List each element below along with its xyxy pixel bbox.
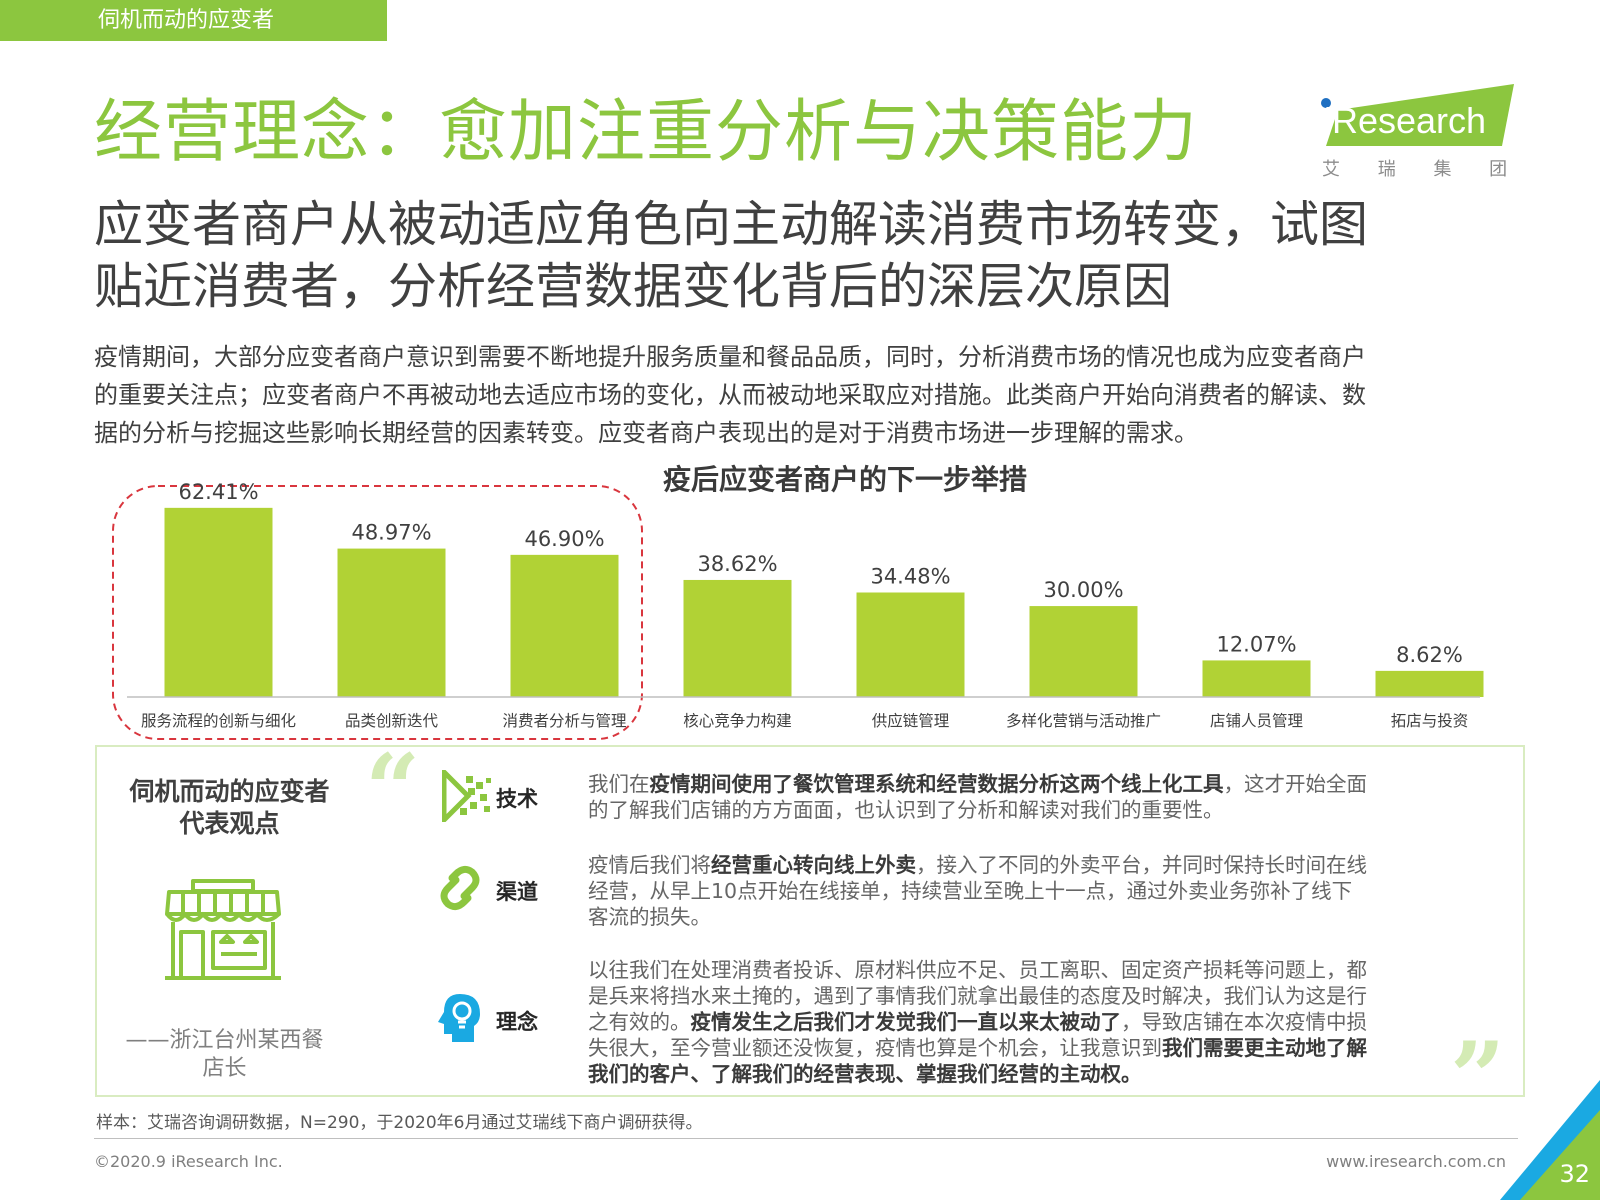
category-tick-label: 多样化营销与活动推广 (1006, 712, 1161, 730)
quote-run: 疫情后我们将 (588, 853, 711, 877)
logo-chinese: 艾 瑞 集 团 (1322, 159, 1518, 180)
quote-run: 经营，从早上10点开始在线接单，持续营业至晚上十一点，通过外卖业务弥补了线下 (588, 879, 1353, 903)
channel-link-icon (440, 865, 480, 911)
quote-line: 是兵来将挡水来土掩的，遇到了事情我们就拿出最佳的态度及时解决，我们认为这是行 (588, 983, 1468, 1009)
category-label: 技术 (496, 787, 538, 811)
category-tick-label: 核心竞争力构建 (683, 712, 792, 730)
quote-paragraph: 我们在疫情期间使用了餐饮管理系统和经营数据分析这两个线上化工具，这才开始全面 的了… (588, 771, 1468, 823)
quote-paragraph: 疫情后我们将经营重心转向线上外卖，接入了不同的外卖平台，并同时保持长时间在线 经营… (588, 852, 1468, 930)
chart-bar (1375, 670, 1484, 697)
quote-line: 经营，从早上10点开始在线接单，持续营业至晚上十一点，通过外卖业务弥补了线下 (588, 878, 1468, 904)
subtitle: 应变者商户从被动适应角色向主动解读消费市场转变，试图 贴近消费者，分析经营数据变… (94, 194, 1514, 318)
category-label: 渠道 (496, 880, 538, 904)
panel-heading-line: 伺机而动的应变者 (129, 777, 330, 806)
data-label: 34.48% (870, 564, 950, 588)
quote-emphasis: 我们需要更主动地了解 (1162, 1036, 1367, 1060)
subtitle-line: 贴近消费者，分析经营数据变化背后的深层次原因 (94, 258, 1173, 315)
quote-line: 我们的客户、了解我们的经营表现、掌握我们经营的主动权。 (588, 1061, 1468, 1087)
category-label: 理念 (496, 1010, 538, 1034)
chart-bar (337, 548, 446, 697)
attribution-line: ——浙江台州某西餐 (125, 1028, 324, 1053)
category-tick-label: 品类创新迭代 (345, 712, 439, 730)
page-number: 32 (1559, 1160, 1590, 1188)
chart-bar (1029, 606, 1138, 697)
quote-panel (95, 745, 1525, 1097)
data-label: 48.97% (351, 521, 431, 545)
quote-emphasis: 疫情期间使用了餐饮管理系统和经营数据分析这两个线上化工具 (649, 772, 1224, 796)
body-line: 据的分析与挖掘这些影响长期经营的因素转变。应变者商户表现出的是对于消费市场进一步… (94, 419, 1198, 447)
quote-run: 我们在 (588, 772, 650, 796)
body-line: 的重要关注点；应变者商户不再被动地去适应市场的变化，从而被动地采取应对措施。此类… (94, 381, 1366, 409)
data-label: 62.41% (178, 480, 258, 504)
page-title: 经营理念：愈加注重分析与决策能力 (94, 93, 1199, 172)
idea-head-icon (438, 994, 480, 1042)
chart-title: 疫后应变者商户的下一步举措 (662, 463, 1027, 496)
quote-run: ，接入了不同的外卖平台，并同时保持长时间在线 (916, 853, 1367, 877)
technology-icon (442, 770, 491, 822)
quote-line: 客流的损失。 (588, 904, 1468, 930)
panel-heading-line: 代表观点 (179, 809, 280, 838)
attribution-line: 店长 (202, 1056, 247, 1081)
chart-bar (164, 507, 273, 697)
panel-heading: 伺机而动的应变者 代表观点 (112, 776, 347, 840)
section-tab: 伺机而动的应变者 (0, 0, 387, 41)
category-tick-label: 拓店与投资 (1391, 712, 1469, 730)
bar-chart: 62.41% 服务流程的创新与细化 48.97% 品类创新迭代 46.90% 消费者分析与… (112, 480, 1484, 740)
chart-bar (856, 592, 965, 697)
chart-bar (1202, 660, 1311, 697)
open-quote-mark: “ (365, 733, 421, 846)
website-link[interactable]: www.iresearch.com.cn (1326, 1152, 1506, 1171)
quote-line: 失很大，至今营业额还没恢复，疫情也算是个机会，让我意识到我们需要更主动地了解 (588, 1035, 1468, 1061)
data-label: 8.62% (1396, 643, 1463, 667)
quote-emphasis: 疫情发生之后我们才发觉我们一直以来太被动了 (690, 1010, 1122, 1034)
highlight-box (112, 485, 643, 740)
body-paragraph: 疫情期间，大部分应变者商户意识到需要不断地提升服务质量和餐品品质，同时，分析消费… (94, 338, 1518, 452)
footer-divider (94, 1138, 1518, 1139)
quote-run: 客流的损失。 (588, 905, 711, 929)
data-label: 12.07% (1216, 632, 1296, 656)
quote-line: 我们在疫情期间使用了餐饮管理系统和经营数据分析这两个线上化工具，这才开始全面 (588, 771, 1468, 797)
quote-paragraph: 以往我们在处理消费者投诉、原材料供应不足、员工离职、固定资产损耗等问题上，都 是兵… (588, 957, 1468, 1087)
attribution: ——浙江台州某西餐 店长 (112, 1027, 337, 1083)
quote-line: 疫情后我们将经营重心转向线上外卖，接入了不同的外卖平台，并同时保持长时间在线 (588, 852, 1468, 878)
chart-bar (683, 579, 792, 697)
data-label: 46.90% (524, 527, 604, 551)
iresearch-logo: iResearch 艾 瑞 集 团 (1321, 84, 1518, 180)
category-tick-label: 店铺人员管理 (1210, 712, 1303, 730)
quote-run: 的了解我们店铺的方方面面，也认识到了分析和解读对我们的重要性。 (588, 798, 1224, 822)
quote-line: 以往我们在处理消费者投诉、原材料供应不足、员工离职、固定资产损耗等问题上，都 (588, 957, 1468, 983)
quote-run: 失很大，至今营业额还没恢复，疫情也算是个机会，让我意识到 (588, 1036, 1162, 1060)
quote-run: 之有效的。 (588, 1010, 691, 1034)
close-quote-mark: ” (1450, 1021, 1506, 1134)
source-note: 样本：艾瑞咨询调研数据，N=290，于2020年6月通过艾瑞线下商户调研获得。 (96, 1113, 703, 1133)
body-line: 疫情期间，大部分应变者商户意识到需要不断地提升服务质量和餐品品质，同时，分析消费… (94, 343, 1366, 371)
quote-run: 是兵来将挡水来土掩的，遇到了事情我们就拿出最佳的态度及时解决，我们认为这是行 (588, 984, 1367, 1008)
quote-emphasis: 我们的客户、了解我们的经营表现、掌握我们经营的主动权。 (588, 1062, 1142, 1086)
copyright: ©2020.9 iResearch Inc. (94, 1152, 283, 1171)
quote-line: 的了解我们店铺的方方面面，也认识到了分析和解读对我们的重要性。 (588, 797, 1468, 823)
category-tick-label: 消费者分析与管理 (502, 712, 626, 730)
logo-brand: iResearch (1324, 100, 1486, 141)
corner-decoration (1500, 1080, 1600, 1200)
category-tick-label: 服务流程的创新与细化 (141, 712, 296, 730)
data-label: 38.62% (697, 552, 777, 576)
quote-line: 之有效的。疫情发生之后我们才发觉我们一直以来太被动了，导致店铺在本次疫情中损 (588, 1009, 1468, 1035)
chart-bar (510, 554, 619, 697)
quote-run: ，导致店铺在本次疫情中损 (1121, 1010, 1367, 1034)
quote-run: ，这才开始全面 (1223, 772, 1368, 796)
storefront-icon (165, 879, 281, 980)
category-tick-label: 供应链管理 (872, 711, 950, 730)
quote-emphasis: 经营重心转向线上外卖 (711, 853, 916, 877)
data-label: 30.00% (1043, 578, 1123, 602)
subtitle-line: 应变者商户从被动适应角色向主动解读消费市场转变，试图 (94, 196, 1369, 253)
quote-run: 以往我们在处理消费者投诉、原材料供应不足、员工离职、固定资产损耗等问题上，都 (588, 958, 1367, 982)
